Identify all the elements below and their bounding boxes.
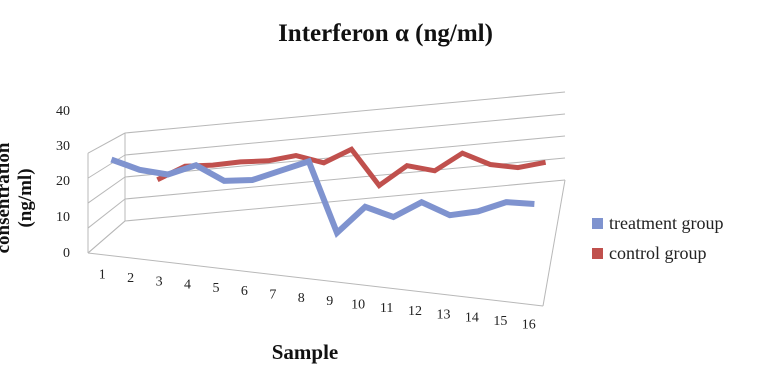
x-tick-label: 13: [436, 307, 450, 322]
y-tick-label: 20: [56, 174, 70, 189]
x-tick-label: 16: [522, 317, 536, 332]
gridline: [124, 179, 566, 222]
x-tick-label: 2: [127, 271, 134, 286]
x-tick-label: 15: [493, 314, 507, 329]
side-gridline: [87, 198, 126, 229]
side-gridline: [87, 154, 126, 179]
x-tick-label: 5: [212, 281, 219, 296]
gridline: [124, 113, 566, 156]
legend-label-control: control group: [609, 242, 707, 263]
x-axis-label: Sample: [271, 340, 339, 364]
x-tick-label: 14: [465, 311, 479, 326]
legend: treatment group control group: [592, 208, 723, 268]
x-tick-label: 7: [269, 288, 276, 303]
x-tick-label: 1: [99, 268, 106, 283]
legend-swatch-treatment: [592, 217, 603, 229]
x-tick-label: 3: [156, 274, 163, 289]
legend-label-treatment: treatment group: [609, 212, 724, 233]
gridline: [124, 91, 566, 134]
y-tick-label: 10: [56, 210, 70, 225]
legend-item-control: control group: [592, 238, 723, 268]
floor-front-edge: [87, 252, 544, 307]
side-gridline: [87, 132, 126, 154]
x-tick-label: 4: [184, 278, 191, 293]
legend-swatch-control: [592, 247, 603, 259]
chart-title: Interferon α (ng/ml): [278, 20, 493, 47]
series-line-control: [156, 146, 547, 189]
y-tick-label: 40: [56, 104, 70, 119]
gridline: [124, 135, 566, 178]
y-tick-label: 30: [56, 139, 70, 154]
side-gridline: [87, 176, 126, 204]
x-tick-label: 8: [298, 291, 305, 306]
x-tick-label: 10: [351, 297, 365, 312]
y-tick-label: 0: [63, 246, 70, 261]
x-tick-label: 9: [326, 294, 333, 309]
floor-right-edge: [542, 179, 566, 307]
floor-left-edge: [87, 220, 126, 254]
x-tick-label: 6: [241, 284, 248, 299]
x-tick-label: 11: [380, 301, 393, 316]
x-tick-label: 12: [408, 304, 422, 319]
legend-item-treatment: treatment group: [592, 208, 723, 238]
series-line-treatment: [110, 156, 535, 238]
